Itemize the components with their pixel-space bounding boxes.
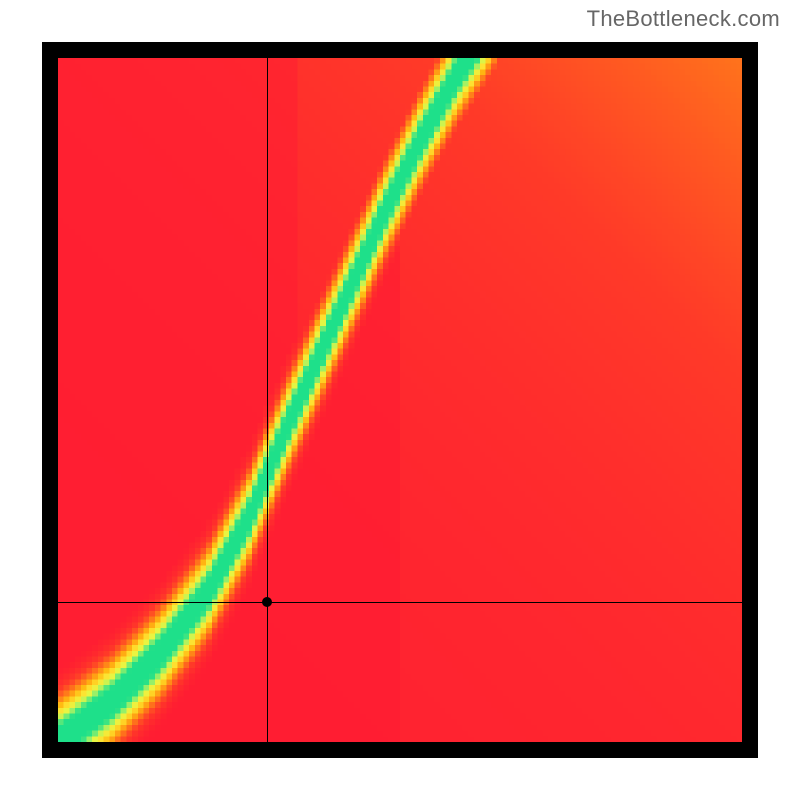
plot-inner: [58, 58, 742, 742]
plot-frame: [42, 42, 758, 758]
crosshair-horizontal: [58, 602, 742, 603]
chart-container: TheBottleneck.com: [0, 0, 800, 800]
crosshair-dot: [262, 597, 272, 607]
watermark-text: TheBottleneck.com: [587, 6, 780, 32]
crosshair-vertical: [267, 58, 268, 742]
heatmap-canvas: [58, 58, 742, 742]
